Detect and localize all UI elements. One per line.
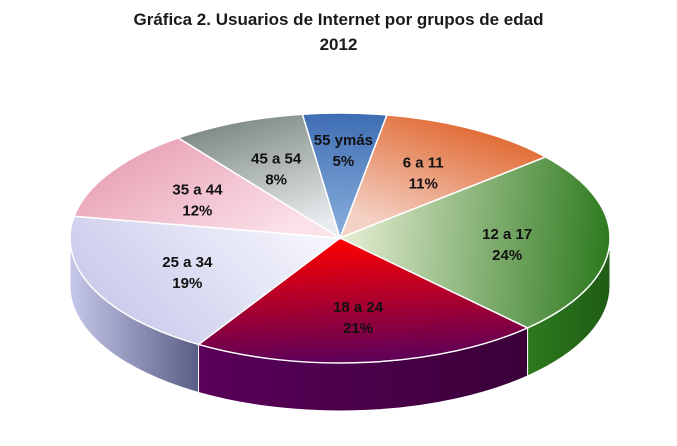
- pie-slice-12-a-17: [338, 156, 611, 329]
- pie-slice-55-ym-s: [301, 112, 388, 241]
- pie-label-value-35-a-44: 12%: [182, 202, 212, 219]
- pie-label-category-25-a-34: 25 a 34: [162, 254, 213, 271]
- pie-label-value-25-a-34: 19%: [172, 275, 202, 292]
- pie-label-value-12-a-17: 24%: [492, 247, 522, 264]
- pie-label-category-18-a-24: 18 a 24: [333, 299, 384, 316]
- pie-slice-45-a-54: [176, 113, 342, 240]
- pie-label-value-45-a-54: 8%: [265, 171, 287, 188]
- pie-slices: [69, 112, 611, 364]
- pie-label-category-35-a-44: 35 a 44: [172, 181, 223, 198]
- chart-title: Gráfica 2. Usuarios de Internet por grup…: [133, 10, 544, 29]
- pie-slice-18-a-24: [196, 237, 530, 364]
- pie-labels: 6 a 11 11% 12 a 17 24% 18 a 24 21% 25 a 34 19% 3…: [162, 132, 532, 337]
- pie-label-value-18-a-24: 21%: [343, 320, 373, 337]
- pie-slice-25-a-34: [69, 215, 343, 346]
- pie-label-category-45-a-54: 45 a 54: [251, 150, 302, 167]
- pie-label-value-6-a-11: 11%: [409, 176, 438, 193]
- pie-label-category-12-a-17: 12 a 17: [482, 226, 532, 243]
- pie-label-category-6-a-11: 6 a 11: [403, 155, 444, 172]
- pie-slice-6-a-11: [338, 114, 548, 240]
- pie-label-value-55-ym-s: 5%: [333, 153, 355, 170]
- pie-label-category-55-ym-s: 55 ymás: [314, 132, 373, 149]
- pie-slice-35-a-44: [73, 137, 341, 239]
- chart-subtitle: 2012: [319, 35, 358, 54]
